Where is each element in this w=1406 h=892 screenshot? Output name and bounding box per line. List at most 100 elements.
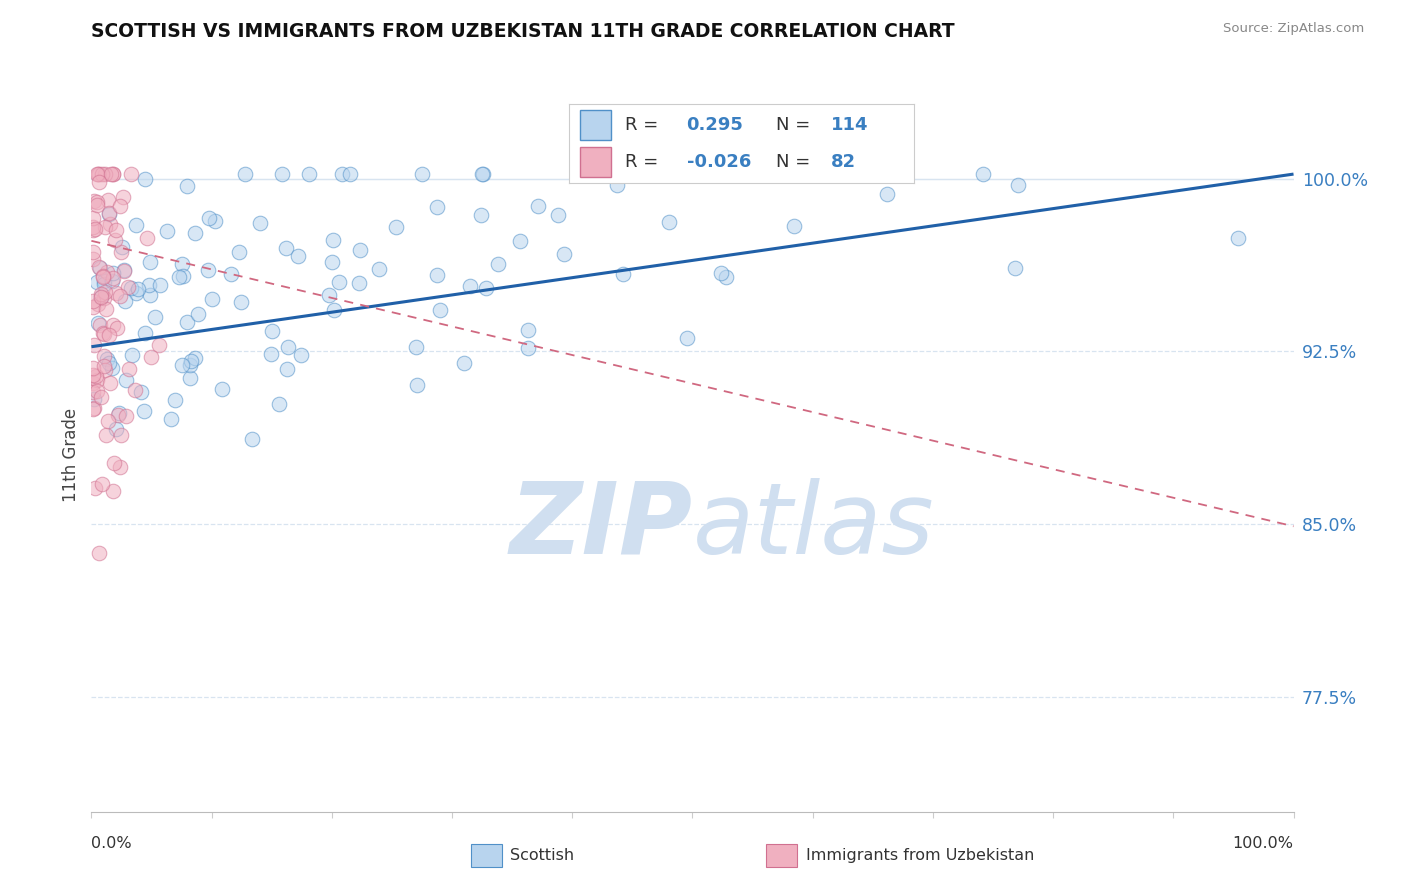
Point [470, 167, 492, 181]
Point [823, 167, 845, 181]
Point [93, 274, 115, 288]
Point [170, 358, 193, 372]
Point [517, 341, 540, 355]
Text: 82: 82 [831, 153, 856, 170]
Point [82, 401, 104, 416]
Point [339, 167, 361, 181]
Point [1007, 178, 1029, 193]
Point [328, 275, 350, 289]
Point [87, 316, 110, 330]
Point [107, 408, 129, 422]
Bar [579, 110, 610, 140]
Point [139, 255, 162, 269]
Point [129, 384, 152, 399]
Point [866, 167, 889, 181]
Point [405, 340, 427, 354]
Point [274, 241, 297, 255]
Point [269, 397, 291, 411]
Point [755, 167, 778, 181]
Point [385, 220, 408, 235]
Point [176, 315, 198, 329]
Point [86, 384, 108, 398]
Point [86, 198, 108, 212]
Point [90, 289, 112, 303]
Text: atlas: atlas [692, 478, 934, 574]
Point [98, 218, 121, 232]
Point [90, 477, 112, 491]
Point [367, 262, 389, 277]
Point [93, 291, 115, 305]
Text: 0.0%: 0.0% [91, 837, 132, 851]
Point [90, 290, 112, 304]
Point [148, 338, 170, 352]
Point [676, 331, 699, 345]
Text: Source: ZipAtlas.com: Source: ZipAtlas.com [1223, 22, 1364, 36]
Point [322, 233, 344, 247]
Point [187, 307, 209, 321]
Point [120, 167, 142, 181]
Point [262, 324, 284, 338]
Point [184, 351, 207, 366]
Point [96, 265, 118, 279]
Point [260, 346, 283, 360]
Point [96, 352, 118, 367]
Point [184, 227, 207, 241]
Point [86, 297, 108, 311]
Text: Scottish: Scottish [510, 848, 575, 863]
Point [91, 268, 114, 283]
Point [91, 326, 114, 340]
Point [179, 358, 201, 372]
Point [347, 276, 370, 290]
Point [83, 194, 105, 209]
Point [103, 167, 125, 181]
Text: -0.026: -0.026 [686, 153, 751, 170]
Point [716, 269, 738, 284]
Point [657, 215, 679, 229]
Point [136, 231, 159, 245]
Point [90, 286, 112, 301]
Point [125, 286, 148, 301]
Point [93, 359, 115, 374]
Point [86, 373, 108, 387]
Point [101, 167, 124, 181]
Point [112, 263, 135, 277]
Text: ZIP: ZIP [509, 478, 692, 574]
Text: N =: N = [776, 153, 810, 170]
Point [143, 310, 166, 325]
Point [139, 350, 162, 364]
Point [876, 187, 898, 202]
Point [475, 281, 498, 295]
Point [710, 266, 733, 280]
Point [211, 382, 233, 396]
Point [100, 360, 122, 375]
Point [114, 373, 136, 387]
Point [553, 247, 575, 261]
Point [89, 260, 111, 275]
Point [97, 356, 120, 370]
Point [180, 354, 202, 368]
Point [118, 361, 141, 376]
Point [82, 368, 104, 383]
Point [82, 252, 104, 266]
Text: N =: N = [776, 116, 810, 134]
Point [426, 268, 449, 282]
Point [349, 243, 371, 257]
Point [101, 318, 124, 333]
Point [94, 301, 117, 316]
Point [233, 167, 256, 181]
Text: 114: 114 [831, 116, 869, 134]
Point [426, 200, 449, 214]
Point [453, 356, 475, 370]
Point [406, 378, 429, 392]
Point [98, 376, 121, 390]
Point [112, 263, 135, 277]
Point [110, 245, 132, 260]
Point [271, 167, 294, 181]
Point [87, 167, 110, 181]
Point [470, 208, 492, 222]
Point [411, 167, 433, 181]
Point [201, 292, 224, 306]
Point [82, 376, 104, 390]
Point [127, 282, 149, 296]
Point [110, 240, 132, 254]
